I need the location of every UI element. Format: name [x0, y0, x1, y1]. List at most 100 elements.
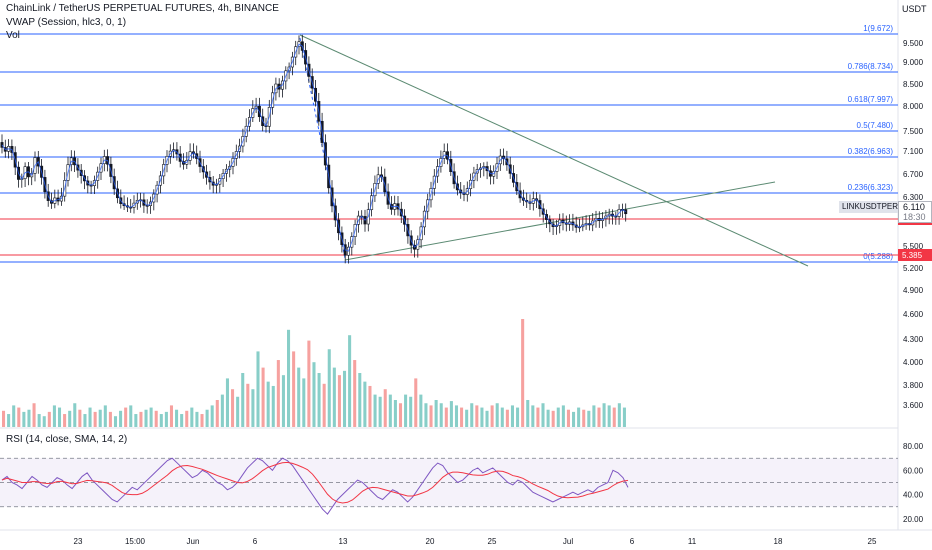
indicator-vwap-label[interactable]: VWAP (Session, hlc3, 0, 1) — [6, 17, 127, 28]
volume-bar — [424, 403, 428, 427]
volume-bar — [93, 411, 97, 427]
volume-bar — [500, 407, 504, 427]
descending-trendline — [299, 34, 809, 267]
volume-bar — [241, 373, 245, 427]
volume-bar — [215, 400, 219, 427]
volume-bar — [480, 407, 484, 427]
volume-bar — [129, 405, 133, 427]
price-tick-label: 4.000 — [903, 358, 924, 367]
volume-bar — [119, 410, 123, 427]
volume-bar — [83, 414, 87, 427]
time-tick-label: 18 — [774, 537, 783, 546]
volume-bar — [17, 407, 21, 427]
volume-bar — [302, 378, 306, 427]
volume-bar — [52, 405, 56, 427]
price-tick-label: 6.300 — [903, 193, 924, 202]
volume-bar — [470, 403, 474, 427]
volume-bar — [251, 389, 255, 427]
volume-bar — [231, 389, 235, 427]
volume-bar — [236, 396, 240, 427]
volume-bar — [134, 414, 138, 427]
volume-bar — [597, 407, 601, 427]
volume-bar — [577, 407, 581, 427]
fib-level-label: 0.236(6.323) — [848, 183, 894, 192]
volume-bar — [388, 394, 392, 427]
volume-bar — [287, 329, 291, 427]
volume-bar — [531, 405, 535, 427]
time-tick-label: 25 — [488, 537, 497, 546]
volume-bar — [617, 403, 621, 427]
volume-bar — [307, 340, 311, 427]
price-tick-label: 6.700 — [903, 170, 924, 179]
volume-bar — [449, 401, 453, 427]
volume-bar — [409, 396, 413, 427]
volume-bar — [281, 375, 285, 427]
indicator-rsi-label[interactable]: RSI (14, close, SMA, 14, 2) — [6, 434, 128, 445]
price-tick-label: 3.800 — [903, 381, 924, 390]
volume-bar — [475, 405, 479, 427]
price-tick-label: 8.000 — [903, 102, 924, 111]
horizontal-line-badge — [898, 249, 932, 261]
volume-bar — [342, 370, 347, 427]
volume-bar — [378, 396, 382, 427]
volume-bar — [337, 375, 341, 427]
volume-bar — [622, 407, 626, 427]
volume-bar — [414, 378, 418, 427]
volume-bar — [2, 410, 6, 427]
volume-bar — [42, 416, 46, 427]
indicator-vol-label[interactable]: Vol — [6, 30, 20, 41]
volume-bar — [465, 409, 469, 427]
rsi-line — [1, 457, 629, 515]
volume-bar — [205, 409, 209, 427]
volume-bar — [225, 378, 229, 427]
volume-bar — [12, 405, 16, 427]
rsi-tick-label: 40.00 — [903, 491, 924, 500]
volume-bar — [78, 409, 82, 427]
volume-bar — [602, 403, 606, 427]
volume-bar — [541, 403, 545, 427]
volume-bar — [495, 403, 499, 427]
volume-bar — [37, 414, 41, 427]
time-tick-label: 20 — [426, 537, 435, 546]
volume-bar — [439, 403, 443, 427]
symbol-title[interactable]: ChainLink / TetherUS PERPETUAL FUTURES, … — [6, 3, 279, 14]
volume-bar — [383, 389, 387, 427]
time-tick-label: 6 — [630, 537, 635, 546]
current-price-value: 6.110 — [903, 202, 925, 212]
rsi-tick-label: 20.00 — [903, 515, 924, 524]
volume-bar — [220, 394, 224, 427]
volume-bar — [113, 416, 118, 427]
volume-bar — [317, 373, 321, 427]
currency-label: USDT — [902, 4, 927, 14]
volume-bar — [200, 414, 204, 427]
time-tick-label: 13 — [339, 537, 348, 546]
rsi-ma-line — [1, 461, 629, 504]
volume-bar — [27, 409, 31, 427]
volume-bar — [98, 409, 102, 427]
volume-bar — [108, 411, 112, 427]
time-tick-label: 25 — [868, 537, 877, 546]
volume-bar — [246, 383, 250, 427]
volume-bar — [510, 405, 514, 427]
volume-bar — [368, 385, 372, 427]
volume-bar — [561, 405, 565, 427]
volume-bar — [266, 381, 270, 427]
volume-bar — [47, 411, 51, 427]
volume-bar — [88, 407, 92, 427]
volume-bar — [505, 409, 509, 427]
volume-bar — [592, 405, 596, 427]
candle-countdown: 18:30 — [903, 212, 926, 222]
horizontal-line-price: 5.385 — [902, 251, 923, 260]
fib-level-label: 0.5(7.480) — [857, 121, 894, 130]
vwap-line — [1, 43, 626, 252]
volume-bar — [175, 409, 179, 427]
volume-bar — [546, 409, 550, 427]
time-tick-label: Jul — [563, 537, 573, 546]
price-tick-label: 4.900 — [903, 286, 924, 295]
volume-bar — [32, 403, 36, 427]
price-tick-label: 3.600 — [903, 401, 924, 410]
volume-bar — [276, 360, 280, 427]
current-price-badge: 6.110 18:30 — [898, 201, 932, 223]
volume-bar — [516, 407, 520, 427]
